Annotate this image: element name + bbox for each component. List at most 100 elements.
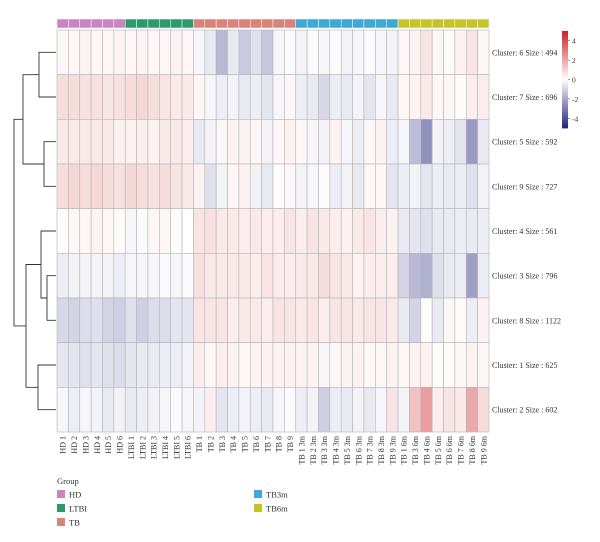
legend-swatch <box>57 518 65 526</box>
dendrogram-branch <box>40 230 56 299</box>
heatmap-cell <box>318 119 331 165</box>
heatmap-cell <box>193 163 206 209</box>
group-bar-cell <box>227 18 240 29</box>
heatmap-cell <box>477 387 490 433</box>
heatmap-cell <box>386 74 399 120</box>
group-bar-cell <box>454 18 467 29</box>
legend-swatch <box>57 504 65 512</box>
heatmap-cell <box>465 208 478 254</box>
column-label: HD 6 <box>116 436 125 454</box>
heatmap-cell <box>170 387 183 433</box>
colorbar-segment <box>562 38 568 42</box>
heatmap-cell <box>261 387 274 433</box>
heatmap-cell <box>170 74 183 120</box>
colorbar-segment <box>562 104 568 108</box>
heatmap-cell <box>204 297 217 343</box>
heatmap-cell <box>124 29 137 75</box>
heatmap-cell <box>295 74 308 120</box>
heatmap-cell <box>420 297 433 343</box>
colorbar-segment <box>562 48 568 51</box>
heatmap-cell <box>397 208 410 254</box>
heatmap-cell <box>352 253 365 299</box>
column-label: LTBI 2 <box>138 436 147 459</box>
heatmap-cell <box>272 387 285 433</box>
colorbar-segment <box>562 65 568 69</box>
heatmap-cell <box>306 163 319 209</box>
colorbar-segment <box>562 126 568 129</box>
heatmap-cell <box>238 29 251 75</box>
legend-swatch <box>254 504 262 512</box>
column-label: HD 2 <box>70 436 79 454</box>
heatmap-cell <box>56 342 69 388</box>
heatmap-cell <box>113 297 126 343</box>
dendrogram-branch <box>13 118 26 327</box>
heatmap-cell <box>329 342 342 388</box>
heatmap-cell <box>295 387 308 433</box>
heatmap-cell <box>56 208 69 254</box>
heatmap-cell <box>329 163 342 209</box>
group-bar-cell <box>295 18 308 29</box>
heatmap-cell <box>170 29 183 75</box>
heatmap-cell <box>215 74 228 120</box>
row-label: Cluster: 1 Size : 625 <box>492 361 557 370</box>
heatmap-cell <box>215 253 228 299</box>
heatmap-cell <box>170 163 183 209</box>
column-label: LTBI 3 <box>150 436 159 459</box>
heatmap-cell <box>68 163 81 209</box>
heatmap-cell <box>284 208 297 254</box>
heatmap-cell <box>272 74 285 120</box>
heatmap-cell <box>284 387 297 433</box>
heatmap-cell <box>465 119 478 165</box>
heatmap-cell <box>90 29 103 75</box>
heatmap-cell <box>443 387 456 433</box>
heatmap-cell <box>306 342 319 388</box>
colorbar-segment <box>562 96 568 100</box>
heatmap-cell <box>409 74 422 120</box>
heatmap-cell <box>68 387 81 433</box>
heatmap-cell <box>193 387 206 433</box>
heatmap-cell <box>124 208 137 254</box>
heatmap-cell <box>193 297 206 343</box>
column-label: TB 4 <box>229 436 238 452</box>
group-bar-cell <box>102 18 115 29</box>
heatmap-cell <box>159 163 171 209</box>
column-label: TB 8 3m <box>377 435 386 464</box>
colorbar-segment <box>562 118 568 121</box>
colorbar-segment <box>562 46 568 49</box>
column-label: TB 7 6m <box>457 435 466 464</box>
heatmap-cell <box>443 119 456 165</box>
column-label: TB 2 3m <box>309 435 318 464</box>
heatmap-cell <box>397 119 410 165</box>
colorbar-segment <box>562 40 568 44</box>
heatmap-cell <box>249 119 262 165</box>
colorbar-segment <box>562 85 568 88</box>
colorbar-segment <box>562 108 568 111</box>
heatmap-cell <box>352 342 365 388</box>
row-label: Cluster: 4 Size : 561 <box>492 227 557 236</box>
heatmap-cell <box>318 387 331 433</box>
heatmap-cell <box>352 208 365 254</box>
heatmap-cell <box>272 163 285 209</box>
heatmap-cell <box>443 208 456 254</box>
heatmap-cell <box>261 297 274 343</box>
column-label: TB 4 3m <box>332 435 341 464</box>
heatmap-cell <box>249 253 262 299</box>
heatmap-cell <box>363 163 376 209</box>
group-bar-cell <box>340 18 353 29</box>
dendrogram-branch <box>25 264 41 388</box>
heatmap-cell <box>420 253 433 299</box>
heatmap-cell <box>340 29 353 75</box>
heatmap-cell <box>215 297 228 343</box>
heatmap-cell <box>147 74 160 120</box>
column-label: TB 4 6m <box>422 435 431 464</box>
heatmap-cell <box>477 74 490 120</box>
group-bar-cell <box>329 18 342 29</box>
heatmap-cell <box>159 342 171 388</box>
heatmap-cell <box>261 253 274 299</box>
heatmap-cell <box>443 253 456 299</box>
row-dendrogram <box>13 51 56 411</box>
heatmap-cell <box>261 342 274 388</box>
heatmap-cell <box>170 119 183 165</box>
column-label: TB 5 <box>241 436 250 452</box>
heatmap-cell <box>147 342 160 388</box>
